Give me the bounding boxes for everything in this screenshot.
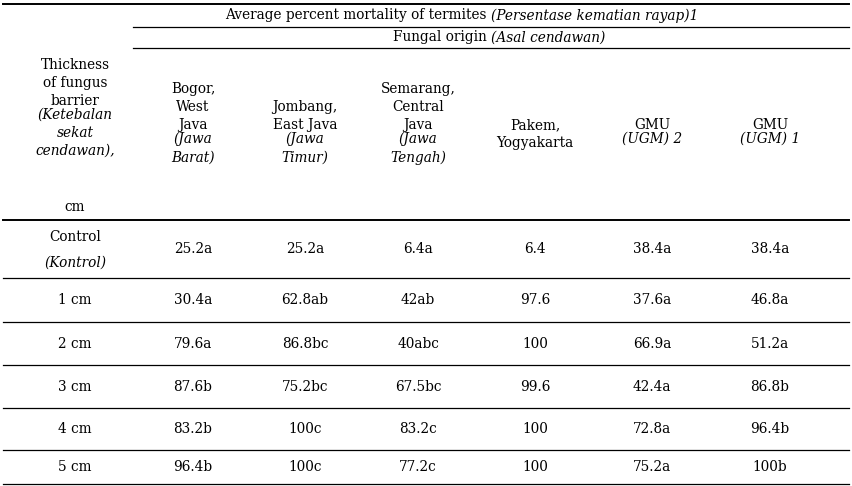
Text: 1 cm: 1 cm	[58, 293, 92, 307]
Text: 86.8b: 86.8b	[751, 380, 790, 394]
Text: 5 cm: 5 cm	[58, 460, 92, 474]
Text: (Jawa
Timur): (Jawa Timur)	[281, 132, 329, 164]
Text: 75.2bc: 75.2bc	[282, 380, 328, 394]
Text: 42ab: 42ab	[401, 293, 435, 307]
Text: 83.2b: 83.2b	[174, 422, 212, 436]
Text: 42.4a: 42.4a	[633, 380, 671, 394]
Text: 67.5bc: 67.5bc	[394, 380, 441, 394]
Text: (Ketebalan
sekat
cendawan),: (Ketebalan sekat cendawan),	[35, 108, 115, 157]
Text: 75.2a: 75.2a	[633, 460, 671, 474]
Text: 72.8a: 72.8a	[633, 422, 671, 436]
Text: 99.6: 99.6	[520, 380, 550, 394]
Text: Average percent mortality of termites: Average percent mortality of termites	[225, 8, 491, 22]
Text: 25.2a: 25.2a	[174, 242, 212, 256]
Text: Jombang,
East Java: Jombang, East Java	[273, 100, 337, 132]
Text: 40abc: 40abc	[397, 336, 439, 350]
Text: (Jawa
Tengah): (Jawa Tengah)	[390, 132, 446, 165]
Text: 77.2c: 77.2c	[399, 460, 437, 474]
Text: 100: 100	[522, 460, 548, 474]
Text: (UGM) 1: (UGM) 1	[740, 132, 800, 146]
Text: Thickness
of fungus
barrier: Thickness of fungus barrier	[40, 58, 110, 108]
Text: 25.2a: 25.2a	[286, 242, 324, 256]
Text: Control: Control	[49, 230, 101, 244]
Text: (Kontrol): (Kontrol)	[44, 256, 106, 270]
Text: 87.6b: 87.6b	[174, 380, 212, 394]
Text: 100c: 100c	[288, 460, 322, 474]
Text: Fungal origin: Fungal origin	[393, 31, 491, 45]
Text: 62.8ab: 62.8ab	[281, 293, 329, 307]
Text: 3 cm: 3 cm	[58, 380, 92, 394]
Text: 96.4b: 96.4b	[174, 460, 212, 474]
Text: GMU: GMU	[751, 118, 788, 132]
Text: (Jawa
Barat): (Jawa Barat)	[171, 132, 215, 164]
Text: Bogor,
West
Java: Bogor, West Java	[170, 82, 216, 132]
Text: (UGM) 2: (UGM) 2	[622, 132, 682, 146]
Text: 100: 100	[522, 422, 548, 436]
Text: 100: 100	[522, 336, 548, 350]
Text: 100c: 100c	[288, 422, 322, 436]
Text: 6.4a: 6.4a	[403, 242, 433, 256]
Text: 2 cm: 2 cm	[58, 336, 92, 350]
Text: 79.6a: 79.6a	[174, 336, 212, 350]
Text: (Persentase kematian rayap)1: (Persentase kematian rayap)1	[491, 8, 699, 23]
Text: 86.8bc: 86.8bc	[282, 336, 328, 350]
Text: 100b: 100b	[752, 460, 787, 474]
Text: 38.4a: 38.4a	[633, 242, 671, 256]
Text: 38.4a: 38.4a	[751, 242, 789, 256]
Text: cm: cm	[65, 200, 85, 214]
Text: 46.8a: 46.8a	[751, 293, 789, 307]
Text: 97.6: 97.6	[520, 293, 550, 307]
Text: 66.9a: 66.9a	[633, 336, 671, 350]
Text: Semarang,
Central
Java: Semarang, Central Java	[381, 82, 456, 132]
Text: 6.4: 6.4	[524, 242, 546, 256]
Text: GMU: GMU	[634, 118, 671, 132]
Text: (Asal cendawan): (Asal cendawan)	[491, 31, 606, 45]
Text: 37.6a: 37.6a	[633, 293, 671, 307]
Text: 96.4b: 96.4b	[751, 422, 790, 436]
Text: 51.2a: 51.2a	[751, 336, 789, 350]
Text: Pakem,
Yogyakarta: Pakem, Yogyakarta	[497, 118, 573, 150]
Text: 30.4a: 30.4a	[174, 293, 212, 307]
Text: 4 cm: 4 cm	[58, 422, 92, 436]
Text: 83.2c: 83.2c	[399, 422, 437, 436]
